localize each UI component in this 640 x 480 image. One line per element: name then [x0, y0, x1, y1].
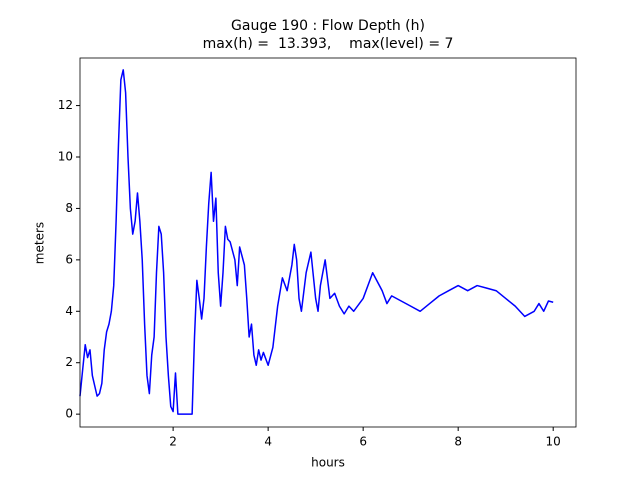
x-tick-label: 8 — [454, 435, 462, 449]
y-tick-label: 0 — [65, 407, 73, 421]
x-tick-label: 10 — [546, 435, 561, 449]
chart-title: Gauge 190 : Flow Depth (h) — [231, 18, 425, 34]
y-tick-label: 10 — [58, 150, 73, 164]
x-tick-label: 2 — [169, 435, 177, 449]
y-axis-label: meters — [33, 222, 47, 264]
line-series — [79, 69, 554, 415]
chart-subtitle: max(h) = 13.393, max(level) = 7 — [203, 36, 454, 52]
x-tick-label: 4 — [264, 435, 272, 449]
y-tick-label: 4 — [65, 304, 73, 318]
x-axis-label: hours — [311, 456, 345, 470]
y-tick-label: 6 — [65, 252, 73, 266]
plot-frame — [79, 57, 577, 428]
y-tick-label: 12 — [58, 98, 73, 112]
y-tick-label: 8 — [65, 201, 73, 215]
y-tick-label: 2 — [65, 355, 73, 369]
x-tick-label: 6 — [359, 435, 367, 449]
